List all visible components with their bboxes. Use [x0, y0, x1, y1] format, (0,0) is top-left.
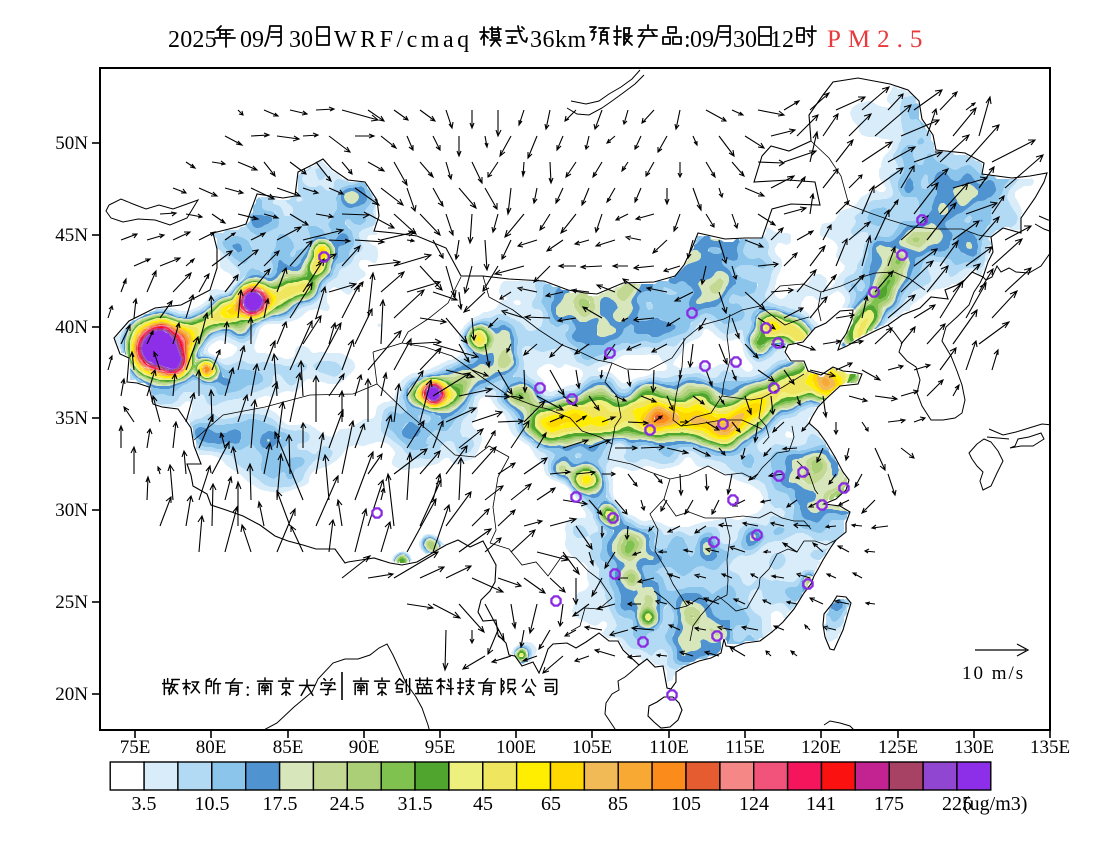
- svg-text:17.5: 17.5: [263, 793, 298, 815]
- svg-text:120E: 120E: [801, 737, 841, 758]
- svg-text:105: 105: [671, 793, 701, 815]
- svg-text:31.5: 31.5: [398, 793, 433, 815]
- svg-text:45N: 45N: [55, 225, 88, 246]
- svg-text:124: 124: [739, 793, 769, 815]
- svg-text:115E: 115E: [725, 737, 764, 758]
- svg-text:80E: 80E: [196, 737, 227, 758]
- svg-text:125E: 125E: [878, 737, 918, 758]
- svg-text:105E: 105E: [572, 737, 612, 758]
- svg-text:20N: 20N: [55, 684, 88, 705]
- svg-text:45: 45: [473, 793, 493, 815]
- svg-text:35N: 35N: [55, 408, 88, 429]
- svg-text:10.5: 10.5: [195, 793, 230, 815]
- svg-text:09: 09: [240, 27, 264, 53]
- svg-text:85: 85: [608, 793, 628, 815]
- svg-text:(ug/m3): (ug/m3): [963, 793, 1027, 815]
- svg-text:225: 225: [942, 793, 972, 815]
- svg-text:09: 09: [690, 27, 714, 53]
- svg-text::: :: [684, 27, 691, 53]
- svg-text:50N: 50N: [55, 133, 88, 154]
- svg-text:25N: 25N: [55, 592, 88, 613]
- svg-text:175: 175: [874, 793, 904, 815]
- svg-text:90E: 90E: [349, 737, 380, 758]
- svg-text:WRF/cmaq: WRF/cmaq: [334, 27, 473, 53]
- svg-text:65: 65: [541, 793, 561, 815]
- svg-text:2025: 2025: [168, 27, 217, 53]
- svg-text:3.5: 3.5: [132, 793, 157, 815]
- svg-text:100E: 100E: [496, 737, 536, 758]
- svg-text:PM2.5: PM2.5: [827, 26, 929, 53]
- svg-text:135E: 135E: [1030, 737, 1070, 758]
- svg-text:75E: 75E: [120, 737, 151, 758]
- svg-text:110E: 110E: [649, 737, 688, 758]
- svg-text:141: 141: [806, 793, 836, 815]
- svg-text:36km: 36km: [530, 27, 587, 53]
- svg-text:30: 30: [289, 27, 313, 53]
- svg-text:10 m/s: 10 m/s: [962, 663, 1025, 684]
- svg-text:130E: 130E: [954, 737, 994, 758]
- svg-text:95E: 95E: [425, 737, 456, 758]
- svg-text::: :: [245, 679, 251, 701]
- svg-text:30N: 30N: [55, 500, 88, 521]
- svg-text:30: 30: [733, 27, 757, 53]
- svg-text:12: 12: [770, 27, 794, 53]
- svg-text:24.5: 24.5: [330, 793, 365, 815]
- svg-text:40N: 40N: [55, 317, 88, 338]
- svg-text:85E: 85E: [273, 737, 304, 758]
